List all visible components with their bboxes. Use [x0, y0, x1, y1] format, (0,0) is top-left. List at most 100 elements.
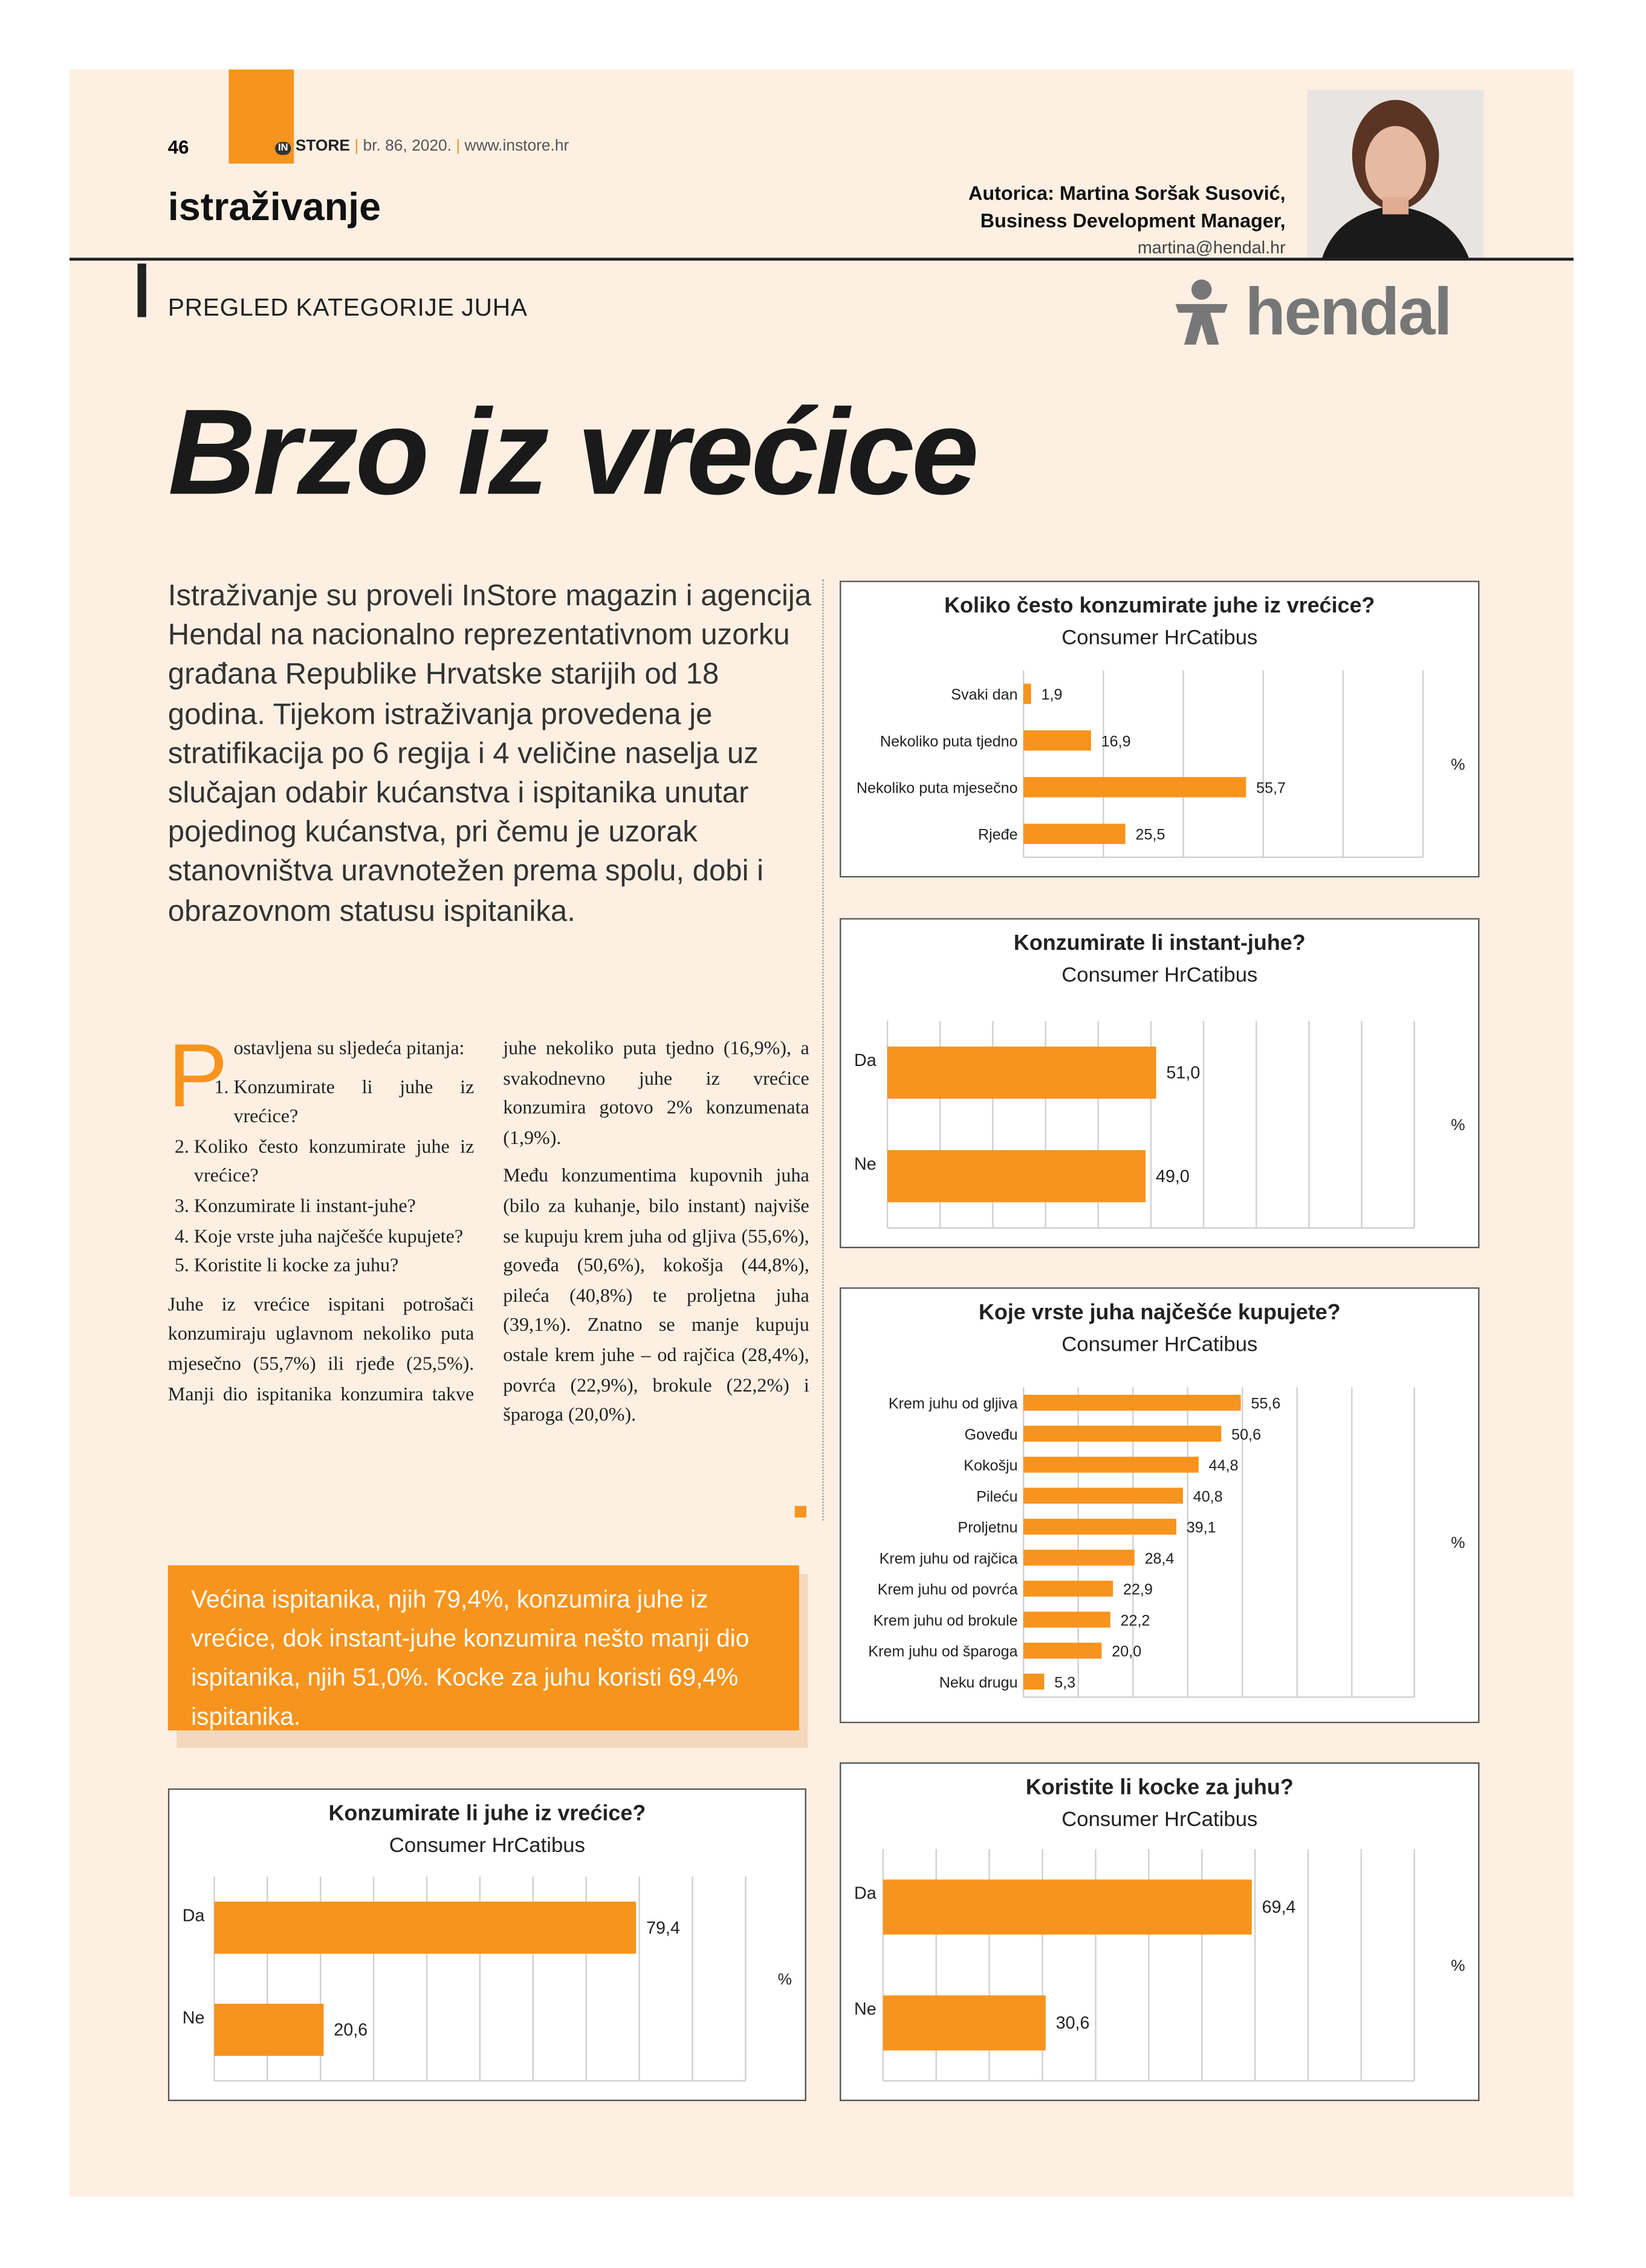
question: Koje vrste juha najčešće kupujete? — [194, 1221, 474, 1251]
category: PREGLED KATEGORIJE JUHA — [167, 294, 528, 322]
bar — [883, 1879, 1252, 1935]
website: www.instore.hr — [464, 137, 569, 155]
question: Konzumirate li juhe iz vrećice? — [194, 1073, 474, 1132]
value-label: 79,4 — [646, 1919, 680, 1938]
category-label: Svaki dan — [951, 686, 1017, 703]
category-label: Pileću — [976, 1488, 1017, 1505]
category-label: Kokošju — [964, 1457, 1017, 1474]
chart-title: Konzumirate li juhe iz vrećice? — [328, 1800, 646, 1825]
drop-cap: P — [167, 1026, 228, 1127]
chart-subtitle: Consumer HrCatibus — [1061, 1808, 1257, 1831]
chart-title: Konzumirate li instant-juhe? — [1014, 930, 1306, 955]
value-label: 22,2 — [1121, 1612, 1150, 1629]
category-label: Neku drugu — [939, 1674, 1018, 1691]
chart-title: Koristite li kocke za juhu? — [1026, 1774, 1294, 1799]
bar — [1023, 1426, 1222, 1442]
bar — [1023, 683, 1031, 704]
paragraph: Među konzumentima kupovnih juha (bilo za… — [503, 1165, 809, 1425]
category-label: Nekoliko puta mjesečno — [857, 780, 1018, 797]
category-label: Goveđu — [965, 1426, 1018, 1443]
chart-subtitle: Consumer HrCatibus — [1061, 964, 1257, 987]
author: Autorica: Martina Soršak Susović, — [968, 182, 1286, 204]
section: istraživanje — [167, 185, 381, 229]
column-divider — [822, 579, 824, 1521]
bar — [883, 1995, 1046, 2051]
logo-store: STORE — [295, 137, 351, 155]
headline: Brzo iz vrećice — [167, 383, 979, 520]
unit-label: % — [1451, 1116, 1465, 1134]
question-list: Konzumirate li juhe iz vrećice?Koliko če… — [168, 1073, 474, 1281]
category-label: Da — [854, 1051, 876, 1070]
author-photo — [1307, 89, 1484, 259]
author-block: Autorica: Martina Soršak Susović, Busine… — [811, 180, 1286, 262]
chart-subtitle: Consumer HrCatibus — [1061, 1333, 1257, 1356]
question: Koristite li kocke za juhu? — [194, 1252, 474, 1281]
bar — [1023, 824, 1126, 844]
value-label: 5,3 — [1054, 1674, 1075, 1691]
chart-title: Koliko često konzumirate juhe iz vrećice… — [944, 593, 1375, 617]
bar — [1023, 1550, 1135, 1566]
chart: Koje vrste juha najčešće kupujete? Consum… — [840, 1287, 1480, 1723]
category-label: Da — [183, 1906, 205, 1926]
value-label: 50,6 — [1231, 1426, 1261, 1443]
bar — [1023, 1611, 1110, 1628]
issue: br. 86, 2020. — [363, 137, 452, 155]
end-mark — [794, 1506, 806, 1518]
value-label: 20,0 — [1112, 1643, 1141, 1660]
bar — [1023, 1581, 1113, 1597]
value-label: 25,5 — [1136, 827, 1165, 843]
hendal-icon — [1175, 279, 1228, 345]
category-label: Proljetnu — [957, 1519, 1017, 1536]
bar — [887, 1046, 1156, 1099]
bar — [1023, 1518, 1177, 1535]
unit-label: % — [1451, 755, 1465, 773]
bar — [1023, 730, 1091, 751]
value-label: 22,9 — [1123, 1581, 1153, 1598]
value-label: 1,9 — [1042, 686, 1063, 703]
lead: ostavljena su sljedeća pitanja: — [233, 1036, 465, 1059]
paragraph: Juhe iz vrećice ispitani potrošači konzu… — [167, 1036, 809, 1404]
chart: Koliko često konzumirate juhe iz vrećice… — [840, 580, 1480, 878]
bar — [1023, 1457, 1199, 1473]
bar — [214, 2003, 324, 2056]
category-bar — [137, 263, 146, 317]
chart-subtitle: Consumer HrCatibus — [389, 1834, 585, 1857]
chart: Koristite li kocke za juhu? Consumer HrCa… — [840, 1762, 1480, 2101]
page-number: 46 — [167, 136, 189, 158]
chart-title: Koje vrste juha najčešće kupujete? — [979, 1299, 1341, 1324]
chart: Konzumirate li juhe iz vrećice? Consumer … — [167, 1788, 806, 2101]
header-rule — [69, 258, 1574, 261]
value-label: 39,1 — [1187, 1519, 1216, 1536]
bar — [1023, 1642, 1102, 1659]
bar — [887, 1150, 1146, 1203]
unit-label: % — [1451, 1956, 1465, 1974]
logo-in: IN — [275, 141, 291, 155]
category-label: Rjeđe — [978, 827, 1018, 843]
masthead: IN STORE | br. 86, 2020. | www.instore.h… — [275, 138, 569, 155]
unit-label: % — [1451, 1533, 1465, 1552]
value-label: 51,0 — [1166, 1064, 1200, 1083]
unit-label: % — [778, 1970, 792, 1988]
author-email: martina@hendal.hr — [1137, 237, 1286, 258]
chart-frame — [840, 580, 1480, 878]
value-label: 28,4 — [1145, 1550, 1175, 1567]
category-label: Ne — [854, 1154, 876, 1174]
value-label: 40,8 — [1193, 1488, 1223, 1505]
category-label: Krem juhu od brokule — [873, 1612, 1018, 1629]
highlight-box: Većina ispitanika, njih 79,4%, konzumira… — [167, 1565, 799, 1730]
bar — [214, 1902, 637, 1954]
question: Koliko često konzumirate juhe iz vrećice… — [194, 1132, 474, 1192]
category-label: Ne — [183, 2008, 205, 2027]
value-label: 55,7 — [1256, 780, 1286, 797]
chart-frame — [840, 1287, 1480, 1723]
category-label: Da — [854, 1884, 876, 1903]
value-label: 20,6 — [334, 2021, 368, 2040]
value-label: 16,9 — [1101, 733, 1131, 750]
bar — [1023, 777, 1246, 798]
category-label: Nekoliko puta tjedno — [880, 733, 1018, 750]
hendal-logo: hendal — [1245, 273, 1453, 349]
value-label: 69,4 — [1262, 1898, 1296, 1917]
